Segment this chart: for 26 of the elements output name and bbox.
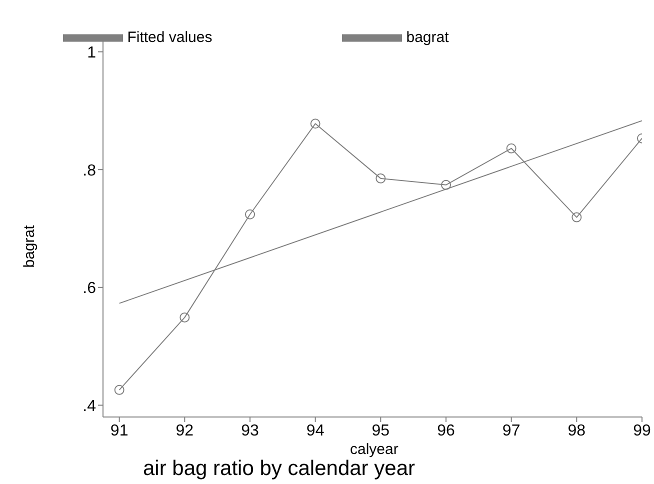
x-tick-label: 98: [568, 422, 586, 440]
x-axis-title: calyear: [350, 441, 398, 458]
y-tick-label: .8: [82, 162, 96, 180]
x-tick-label: 96: [437, 422, 455, 440]
point: [245, 209, 255, 220]
y-tick-label: .4: [82, 398, 96, 415]
y-tick-label: .6: [82, 280, 96, 298]
x-tick-label: 93: [241, 422, 259, 440]
x-tick-label: 95: [372, 422, 390, 440]
point: [376, 173, 386, 184]
point: [310, 118, 320, 129]
x-tick-label: 92: [176, 422, 194, 440]
y-tick-label: 1: [87, 44, 96, 62]
legend-label: Fitted values: [127, 28, 212, 46]
x-tick-label: 97: [502, 422, 520, 440]
y-axis-title: bagrat: [20, 225, 38, 268]
x-tick-label: 91: [110, 422, 128, 440]
text: air bag ratio by calendar year: [143, 457, 415, 481]
point: [114, 384, 124, 395]
point: [441, 180, 451, 190]
point: [572, 212, 582, 222]
point: [180, 312, 190, 322]
point: [506, 143, 516, 154]
x-tick-label: 94: [306, 422, 324, 440]
legend-label: bagrat: [406, 28, 449, 46]
x-tick-label: 99: [633, 422, 651, 440]
